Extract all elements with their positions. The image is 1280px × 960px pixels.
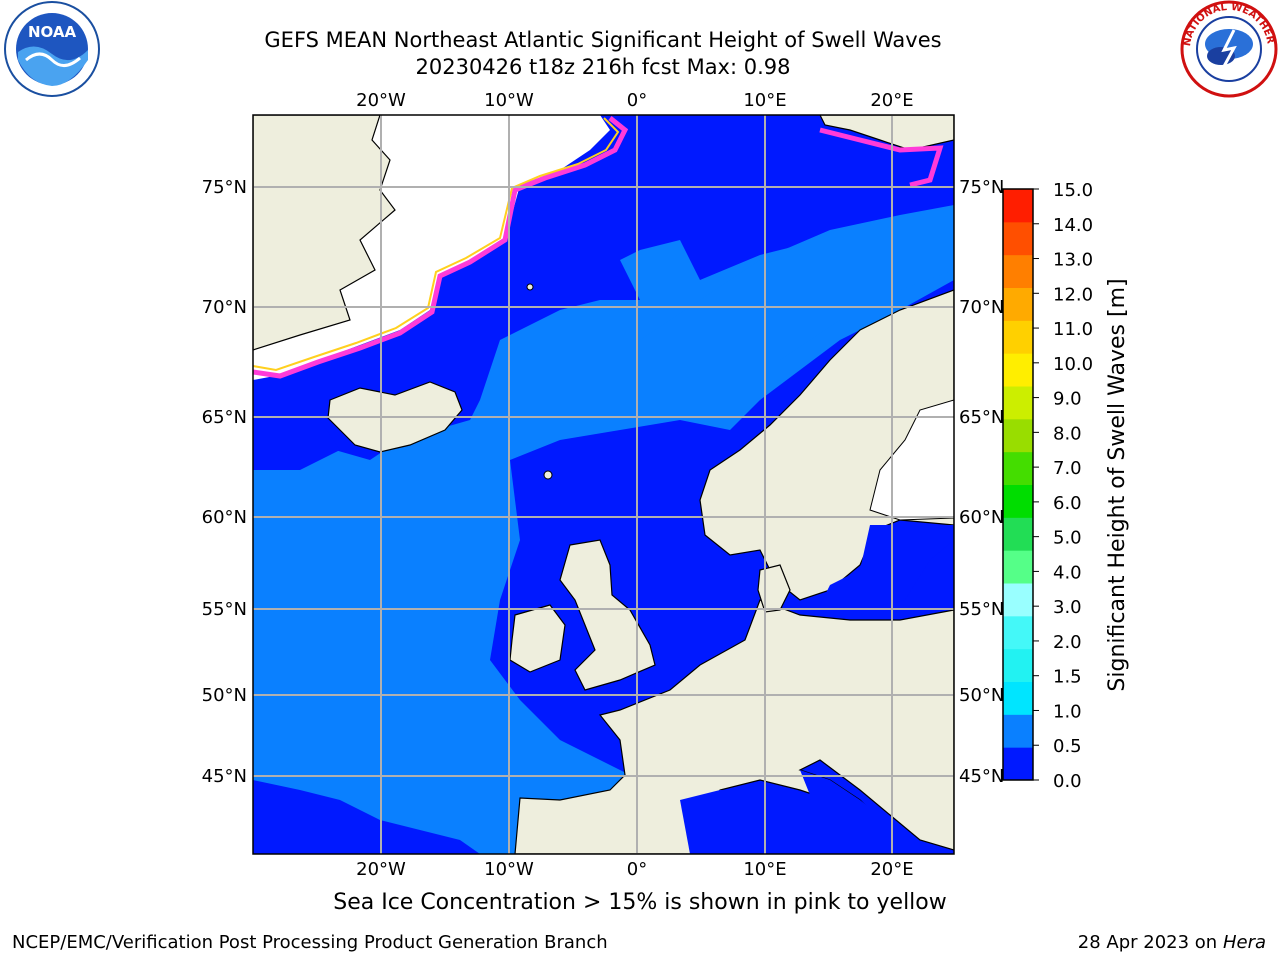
ocean-low-swell-westpatch xyxy=(253,420,340,470)
lat-tick-right: 55°N xyxy=(959,599,1004,620)
colorbar-segment xyxy=(1003,517,1033,551)
land-greenland xyxy=(253,115,396,351)
map-area xyxy=(253,115,954,854)
colorbar-segment xyxy=(1003,583,1033,617)
colorbar-segment xyxy=(1003,681,1033,715)
lon-tick-top: 20°E xyxy=(870,90,913,111)
lon-tick-bottom: 20°W xyxy=(356,859,406,880)
lat-tick-left: 65°N xyxy=(202,407,247,428)
colorbar-tick-label: 13.0 xyxy=(1053,250,1093,271)
colorbar-tick-label: 12.0 xyxy=(1053,284,1093,305)
lon-tick-bottom: 0° xyxy=(627,859,647,880)
lat-tick-right: 50°N xyxy=(959,685,1004,706)
footer-machine: Hera xyxy=(1222,932,1266,953)
chart-subtitle: 20230426 t18z 216h fcst Max: 0.98 xyxy=(415,55,791,79)
lat-tick-right: 65°N xyxy=(959,407,1004,428)
sea-baltic xyxy=(820,525,954,610)
colorbar-tick-label: 0.5 xyxy=(1053,736,1082,757)
land-jan-mayen xyxy=(526,283,534,291)
map-frame xyxy=(252,114,955,855)
colorbar-frame xyxy=(1002,188,1034,781)
lat-tick-right: 70°N xyxy=(959,297,1004,318)
lon-tick-bottom: 10°W xyxy=(484,859,534,880)
colorbar-tick-label: 14.0 xyxy=(1053,215,1093,236)
lat-tick-right: 60°N xyxy=(959,507,1004,528)
colorbar-tick-label: 7.0 xyxy=(1053,458,1082,479)
colorbar-segment xyxy=(1003,353,1033,387)
land-svalbard xyxy=(819,115,954,151)
colorbar-segment xyxy=(1003,386,1033,420)
colorbar-segment xyxy=(1003,221,1033,256)
footer-date: 28 Apr 2023 on Hera xyxy=(1078,932,1266,953)
lat-tick-left: 60°N xyxy=(202,507,247,528)
ocean-mid-swell-east xyxy=(640,205,954,400)
ocean-low-swell-southwest xyxy=(253,780,480,854)
colorbar-segment xyxy=(1003,287,1033,321)
colorbar-segment xyxy=(1003,648,1033,682)
graticule xyxy=(253,115,954,854)
colorbar-segment xyxy=(1003,484,1033,518)
lon-tick-top: 10°E xyxy=(743,90,786,111)
colorbar-tick-label: 15.0 xyxy=(1053,180,1093,201)
colorbar: 0.0 0.5 1.0 1.5 2.0 3.0 4.0 5.0 6.0 7.0 8.0 9.0 10.0… xyxy=(1002,180,1093,792)
colorbar-segment xyxy=(1003,189,1033,223)
colorbar-segment xyxy=(1003,451,1033,485)
lat-tick-left: 70°N xyxy=(202,297,247,318)
colorbar-tick-label: 5.0 xyxy=(1053,528,1082,549)
ice-edge xyxy=(253,116,629,379)
colorbar-label: Significant Height of Swell Waves [m] xyxy=(1105,278,1130,691)
colorbar-tick-label: 4.0 xyxy=(1053,562,1082,583)
lon-tick-top: 0° xyxy=(627,90,647,111)
colorbar-segment xyxy=(1003,550,1033,584)
lat-tick-left: 75°N xyxy=(202,177,247,198)
colorbar-tick-label: 10.0 xyxy=(1053,354,1093,375)
lat-tick-left: 50°N xyxy=(202,685,247,706)
noaa-logo: NOAA xyxy=(4,1,100,97)
lat-tick-left: 45°N xyxy=(202,766,247,787)
nws-logo: NATIONAL WEATHER SERVICE xyxy=(1178,0,1278,98)
colorbar-segment xyxy=(1003,615,1033,650)
lat-tick-right: 75°N xyxy=(959,177,1004,198)
colorbar-tick-label: 6.0 xyxy=(1053,493,1082,514)
lon-tick-bottom: 20°E xyxy=(870,859,913,880)
footer-date-text: 28 Apr 2023 on xyxy=(1077,932,1223,953)
sea-adriatic xyxy=(800,770,885,854)
lat-tick-left: 55°N xyxy=(202,599,247,620)
colorbar-segment xyxy=(1003,714,1033,748)
colorbar-tick-label: 2.0 xyxy=(1053,632,1082,653)
noaa-logo-text: NOAA xyxy=(28,23,77,41)
sea-ice-svalbard xyxy=(819,127,944,188)
colorbar-segment xyxy=(1003,418,1033,453)
colorbar-tick-label: 1.5 xyxy=(1053,667,1082,688)
lon-tick-bottom: 10°E xyxy=(743,859,786,880)
ice-edge-yellow xyxy=(253,117,620,372)
land-faroe-islands xyxy=(543,470,553,480)
colorbar-tick-label: 9.0 xyxy=(1053,389,1082,410)
colorbar-segment xyxy=(1003,320,1033,354)
sea-mediterranean xyxy=(680,790,770,854)
lon-tick-top: 10°W xyxy=(484,90,534,111)
footer-credit: NCEP/EMC/Verification Post Processing Pr… xyxy=(12,932,608,953)
colorbar-tick-label: 3.0 xyxy=(1053,597,1082,618)
colorbar-segment xyxy=(1003,747,1033,781)
lat-tick-right: 45°N xyxy=(959,766,1004,787)
colorbar-segment xyxy=(1003,254,1033,288)
colorbar-tick-label: 0.0 xyxy=(1053,771,1082,792)
sea-ice-caption: Sea Ice Concentration > 15% is shown in … xyxy=(333,890,947,915)
chart-title: GEFS MEAN Northeast Atlantic Significant… xyxy=(264,28,942,52)
colorbar-tick-label: 11.0 xyxy=(1053,319,1093,340)
lon-tick-top: 20°W xyxy=(356,90,406,111)
colorbar-tick-label: 1.0 xyxy=(1053,701,1082,722)
colorbar-tick-label: 8.0 xyxy=(1053,423,1082,444)
